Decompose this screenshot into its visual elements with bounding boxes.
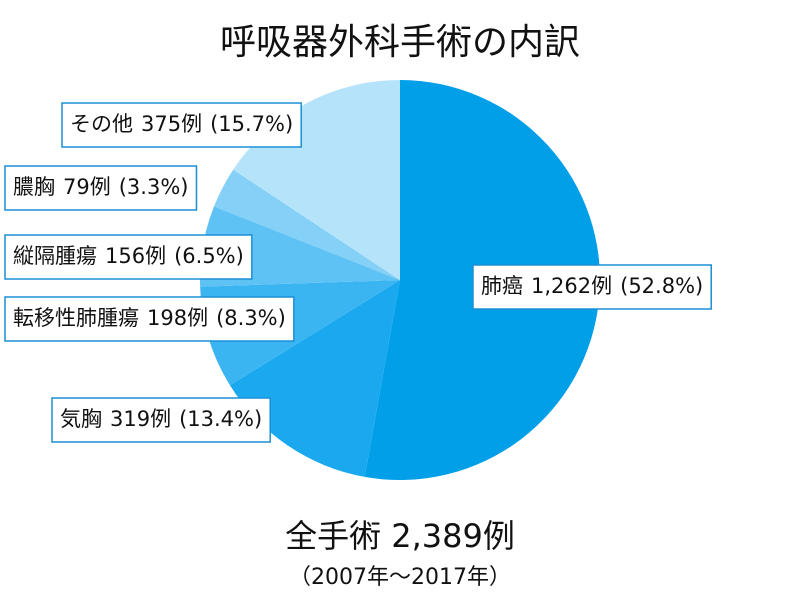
category-label: 気胸 — [60, 407, 102, 431]
percent-label: (52.8%) — [620, 274, 703, 298]
category-label: 転移性肺腫瘍 — [13, 306, 139, 330]
label-box — [4, 165, 198, 211]
labels: 肺癌 1,262例 (52.8%) 気胸 319例 (13.4%) 転移性肺腫瘍 198例 (8… — [4, 102, 712, 443]
category-label: 膿胸 — [13, 175, 55, 199]
percent-label: (15.7%) — [210, 112, 293, 136]
percent-label: (3.3%) — [119, 175, 189, 199]
label-box — [51, 397, 271, 443]
chart-title: 呼吸器外科手術の内訳 — [220, 22, 580, 63]
value-label: 1,262例 — [531, 274, 612, 298]
data-label: 膿胸 79例 (3.3%) — [4, 165, 198, 211]
value-label: 198例 — [147, 306, 208, 330]
data-label: 縦隔腫瘍 156例 (6.5%) — [4, 234, 253, 280]
label-text: 転移性肺腫瘍 198例 (8.3%) — [13, 306, 286, 330]
total-label: 全手術 2,389例 — [285, 517, 515, 555]
category-label: 肺癌 — [481, 274, 523, 298]
percent-label: (6.5%) — [174, 244, 244, 268]
slice — [214, 169, 400, 280]
label-text: 膿胸 79例 (3.3%) — [13, 175, 188, 199]
data-label: 肺癌 1,262例 (52.8%) — [472, 264, 712, 310]
label-text: その他 375例 (15.7%) — [70, 112, 293, 136]
percent-label: (13.4%) — [179, 407, 262, 431]
data-label: 気胸 319例 (13.4%) — [51, 397, 271, 443]
data-label: 転移性肺腫瘍 198例 (8.3%) — [4, 296, 295, 342]
period: （2007年〜2017年） — [289, 565, 511, 590]
category-label: 縦隔腫瘍 — [13, 244, 97, 268]
label-text: 肺癌 1,262例 (52.8%) — [481, 274, 703, 298]
data-label: その他 375例 (15.7%) — [61, 102, 302, 148]
label-text: 縦隔腫瘍 156例 (6.5%) — [13, 244, 244, 268]
label-box — [472, 264, 712, 310]
label-text: 気胸 319例 (13.4%) — [60, 407, 262, 431]
value-label: 79例 — [63, 175, 111, 199]
percent-label: (8.3%) — [216, 306, 286, 330]
category-label: その他 — [70, 112, 133, 136]
value-label: 319例 — [110, 407, 171, 431]
label-box — [4, 296, 295, 342]
slice — [229, 280, 400, 477]
value-label: 375例 — [141, 112, 202, 136]
value-label: 156例 — [105, 244, 166, 268]
label-box — [4, 234, 253, 280]
label-box — [61, 102, 302, 148]
